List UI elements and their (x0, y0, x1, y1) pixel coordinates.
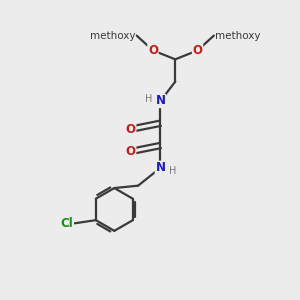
Text: H: H (169, 167, 176, 176)
Text: H: H (145, 94, 152, 103)
Text: O: O (126, 123, 136, 136)
Text: Cl: Cl (60, 217, 73, 230)
Text: O: O (126, 145, 136, 158)
Text: O: O (148, 44, 158, 57)
Text: O: O (193, 44, 202, 57)
Text: N: N (155, 161, 165, 174)
Text: N: N (155, 94, 165, 107)
Text: methoxy: methoxy (215, 31, 261, 40)
Text: methoxy: methoxy (90, 31, 135, 40)
